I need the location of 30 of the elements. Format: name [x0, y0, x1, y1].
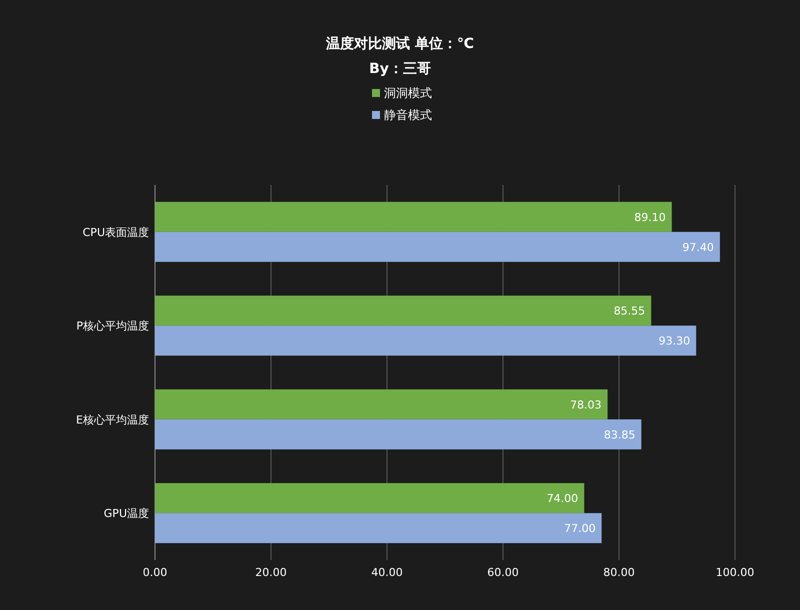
- data-label: 89.10: [634, 210, 666, 224]
- y-tick-label: E核心平均温度: [76, 413, 149, 426]
- x-tick-label: 80.00: [603, 566, 635, 579]
- chart-title: 温度对比测试 单位：℃: [325, 35, 474, 52]
- legend-label: 静音模式: [384, 108, 432, 122]
- y-tick-label: GPU温度: [104, 507, 149, 520]
- bar: [155, 483, 584, 514]
- chart-subtitle: By：三哥: [369, 61, 431, 77]
- data-label: 97.40: [682, 240, 714, 254]
- bar: [155, 513, 602, 544]
- bar: [155, 202, 672, 232]
- x-tick-label: 40.00: [371, 566, 403, 579]
- x-tick-label: 20.00: [255, 566, 287, 579]
- x-tick-label: 0.00: [142, 566, 168, 579]
- legend-label: 洞洞模式: [384, 86, 432, 100]
- bar: [155, 232, 720, 262]
- x-tick-label: 60.00: [487, 566, 519, 579]
- bar: [155, 389, 608, 420]
- data-label: 93.30: [658, 334, 690, 348]
- bar: [155, 326, 696, 356]
- data-label: 77.00: [564, 522, 596, 536]
- data-label: 74.00: [546, 492, 578, 506]
- data-label: 78.03: [570, 398, 602, 412]
- data-label: 83.85: [604, 428, 636, 442]
- y-tick-label: CPU表面温度: [82, 226, 149, 239]
- y-tick-label: P核心平均温度: [76, 320, 149, 333]
- bar: [155, 296, 652, 326]
- x-tick-label: 100.00: [716, 566, 754, 579]
- bar: [155, 419, 642, 450]
- data-label: 85.55: [614, 304, 646, 318]
